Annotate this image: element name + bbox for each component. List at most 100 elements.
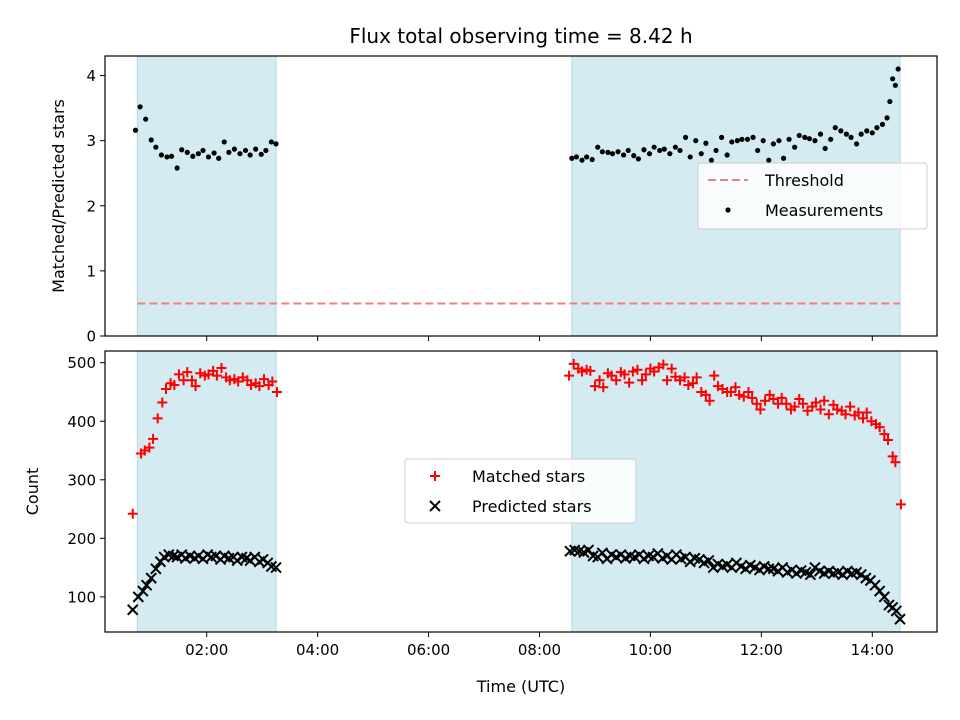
matched-star-point (589, 381, 600, 392)
x-axis-label: Time (UTC) (476, 677, 565, 696)
measurement-point (822, 145, 828, 152)
matched-star-point (640, 369, 651, 380)
measurement-point (148, 137, 154, 143)
measurement-point (848, 134, 854, 140)
axes-frame (104, 55, 938, 337)
measurement-point (838, 128, 844, 134)
matched-star-point (738, 391, 749, 402)
measurement-point (195, 151, 201, 157)
measurement-point (273, 141, 279, 147)
matched-star-point (161, 384, 172, 395)
y-tick-label: 500 (67, 354, 96, 372)
predicted-star-point (763, 563, 775, 575)
matched-star-point (789, 401, 800, 412)
measurement-point (713, 147, 719, 154)
measurement-point (211, 150, 217, 156)
measurement-point (755, 147, 761, 154)
measurement-point (625, 147, 631, 154)
measurement-point (153, 144, 159, 150)
measurement-point (703, 140, 709, 146)
measurement-point (693, 138, 699, 144)
matched-star-point (211, 370, 222, 381)
measurement-point (609, 151, 616, 157)
measurement-point (887, 98, 893, 105)
measurement-point (263, 147, 269, 154)
matched-star-point (606, 370, 617, 381)
measurement-point (579, 157, 585, 163)
matched-star-point (658, 359, 669, 370)
matched-star-point (730, 382, 741, 393)
matched-star-point (810, 397, 821, 408)
measurement-point (268, 139, 274, 145)
predicted-star-point (894, 613, 906, 625)
measurement-point (646, 151, 653, 157)
matched-star-point (224, 375, 235, 386)
matched-star-point (776, 392, 787, 403)
measurement-point (780, 155, 787, 161)
measurement-point (242, 147, 249, 154)
matched-star-point (259, 374, 270, 385)
matched-star-point (751, 398, 762, 409)
y-axis-label: Matched/Predicted stars (49, 99, 68, 293)
measurement-point (895, 66, 901, 72)
measurement-point (143, 116, 149, 122)
matched-star-point (887, 451, 898, 462)
legend-label: Measurements (765, 201, 883, 220)
y-tick-label: 3 (86, 132, 96, 150)
measurement-point (200, 147, 206, 154)
y-tick-label: 4 (86, 67, 96, 85)
y-tick-label: 100 (67, 588, 96, 606)
top-panel: 0 1 2 3 4 Matched/Predicted stars Flux total o… (49, 24, 938, 346)
measurement-point (221, 139, 227, 145)
measurement-point (621, 152, 627, 158)
matched-star-point (760, 395, 771, 406)
measurement-point (879, 121, 886, 127)
matched-star-point (148, 433, 159, 444)
measurement-point (184, 149, 190, 155)
x-tick-label: 14:00 (851, 641, 894, 659)
matched-star-point (704, 395, 715, 406)
legend-box (697, 162, 928, 230)
measurement-point (858, 131, 864, 137)
measurement-point (589, 156, 595, 163)
x-tick-label: 06:00 (407, 641, 450, 659)
y-tick-label: 0 (86, 328, 96, 346)
y-tick-label: 300 (67, 471, 96, 489)
measurement-point (573, 154, 580, 160)
matched-star-point (879, 429, 890, 440)
measurement-point (766, 157, 772, 163)
predicted-star-point (270, 561, 282, 574)
matched-star-point (585, 365, 596, 376)
measurement-point (661, 146, 667, 152)
legend-box (404, 458, 637, 524)
measurement-point (137, 104, 143, 110)
measurement-point (615, 149, 621, 155)
bottom-panel: 100 200 300 400 500 02:00 04:00 06:00 08:00 10:00… (23, 350, 938, 696)
measurement-point (734, 138, 740, 144)
measurement-point (802, 134, 808, 140)
chart-title: Flux total observing time = 8.42 h (349, 24, 692, 48)
matched-star-point (568, 358, 579, 369)
measurement-point (216, 155, 222, 161)
measurement-point (682, 134, 689, 140)
matched-star-point (152, 413, 163, 424)
x-tick-label: 12:00 (740, 641, 783, 659)
matched-star-point (157, 397, 168, 408)
matched-star-point (890, 457, 901, 468)
measurement-point (744, 136, 751, 142)
matched-star-point (709, 370, 720, 381)
measurement-point (132, 127, 139, 133)
predicted-star-point (878, 591, 891, 603)
measurement-point (253, 146, 259, 152)
matched-star-point (127, 508, 138, 519)
measurement-point (168, 153, 175, 159)
measurement-point (595, 144, 601, 150)
matched-star-point (781, 398, 792, 409)
predicted-star-point (804, 568, 817, 581)
matched-star-point (190, 381, 201, 392)
matched-star-point (687, 378, 698, 389)
matched-star-point (683, 379, 694, 390)
measurement-point (672, 144, 678, 150)
measurement-point (247, 152, 253, 158)
